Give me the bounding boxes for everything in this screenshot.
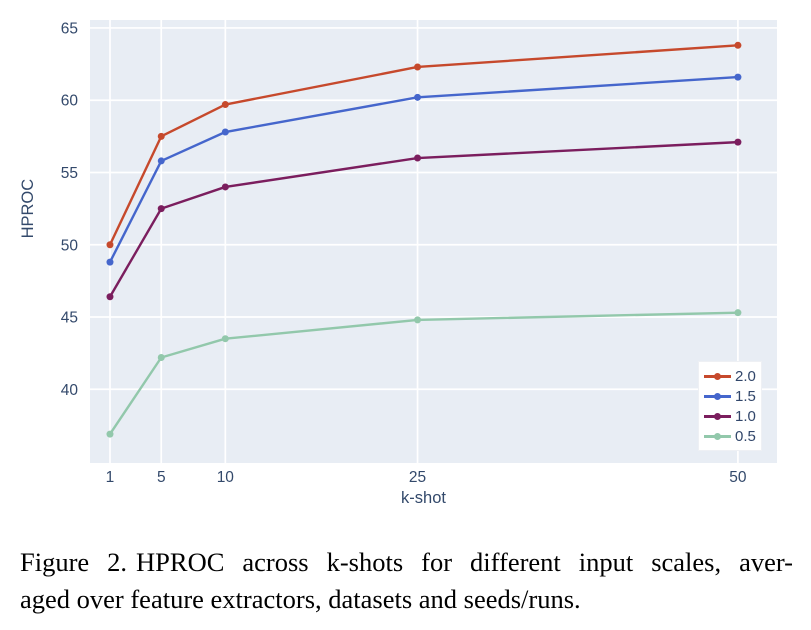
data-point-2.0 bbox=[734, 41, 742, 49]
legend-line-marker-icon bbox=[704, 432, 731, 440]
data-point-2.0 bbox=[414, 63, 422, 71]
legend-line-marker-icon bbox=[704, 372, 731, 380]
data-point-0.5 bbox=[414, 316, 422, 324]
legend-label: 2.0 bbox=[735, 367, 756, 385]
line-chart-canvas: 40 45 50 55 60 65 1 5 10 25 50 HPROC k-shot bbox=[19, 20, 777, 507]
y-tick-label: 50 bbox=[61, 237, 79, 254]
legend-item-1.0: 1.0 bbox=[704, 406, 756, 426]
data-point-1.5 bbox=[221, 128, 229, 136]
data-point-0.5 bbox=[734, 309, 742, 317]
caption-text: HPROC across k-shots for different input… bbox=[136, 547, 793, 577]
data-point-2.0 bbox=[106, 241, 114, 249]
data-point-1.5 bbox=[414, 93, 422, 101]
legend-item-0.5: 0.5 bbox=[704, 426, 756, 446]
caption-line-1: Figure 2. HPROC across k-shots for differ… bbox=[20, 544, 793, 581]
y-tick-label: 45 bbox=[61, 310, 78, 327]
x-axis-title: k-shot bbox=[401, 489, 446, 507]
y-tick-label: 40 bbox=[61, 382, 79, 399]
x-tick-label: 10 bbox=[217, 469, 235, 486]
legend-line-marker-icon bbox=[704, 392, 731, 400]
data-point-0.5 bbox=[221, 335, 229, 343]
data-point-2.0 bbox=[157, 132, 165, 140]
data-point-0.5 bbox=[157, 353, 165, 361]
data-point-2.0 bbox=[221, 101, 229, 109]
x-tick-label: 5 bbox=[157, 469, 166, 486]
data-point-1.5 bbox=[106, 258, 114, 266]
data-point-1.5 bbox=[734, 73, 742, 81]
legend-item-1.5: 1.5 bbox=[704, 386, 756, 406]
x-tick-label: 1 bbox=[106, 469, 115, 486]
data-point-1.0 bbox=[221, 183, 229, 191]
caption-line-2: aged over feature extractors, datasets a… bbox=[20, 584, 581, 614]
x-tick-label: 25 bbox=[409, 469, 426, 486]
chart-legend: 2.0 1.5 1.0 0.5 bbox=[698, 361, 762, 451]
y-tick-label: 60 bbox=[61, 93, 79, 110]
legend-label: 1.0 bbox=[735, 407, 756, 425]
data-point-1.0 bbox=[734, 138, 742, 146]
figure-number-label: Figure 2. bbox=[20, 547, 128, 577]
y-axis-title: HPROC bbox=[19, 179, 37, 239]
y-tick-label: 55 bbox=[61, 165, 78, 182]
figure-chart: 40 45 50 55 60 65 1 5 10 25 50 HPROC k-shot 2.0 1.5 1.… bbox=[19, 20, 777, 507]
data-point-1.0 bbox=[414, 154, 422, 162]
data-point-1.0 bbox=[157, 205, 165, 213]
data-point-1.0 bbox=[106, 293, 114, 301]
y-tick-label: 65 bbox=[61, 20, 78, 37]
legend-label: 0.5 bbox=[735, 427, 756, 445]
data-point-1.5 bbox=[157, 157, 165, 165]
plot-area bbox=[90, 20, 777, 463]
data-point-0.5 bbox=[106, 430, 114, 438]
legend-line-marker-icon bbox=[704, 412, 731, 420]
legend-item-2.0: 2.0 bbox=[704, 366, 756, 386]
figure-caption: Figure 2. HPROC across k-shots for differ… bbox=[20, 544, 793, 618]
legend-label: 1.5 bbox=[735, 387, 756, 405]
x-tick-label: 50 bbox=[729, 469, 747, 486]
